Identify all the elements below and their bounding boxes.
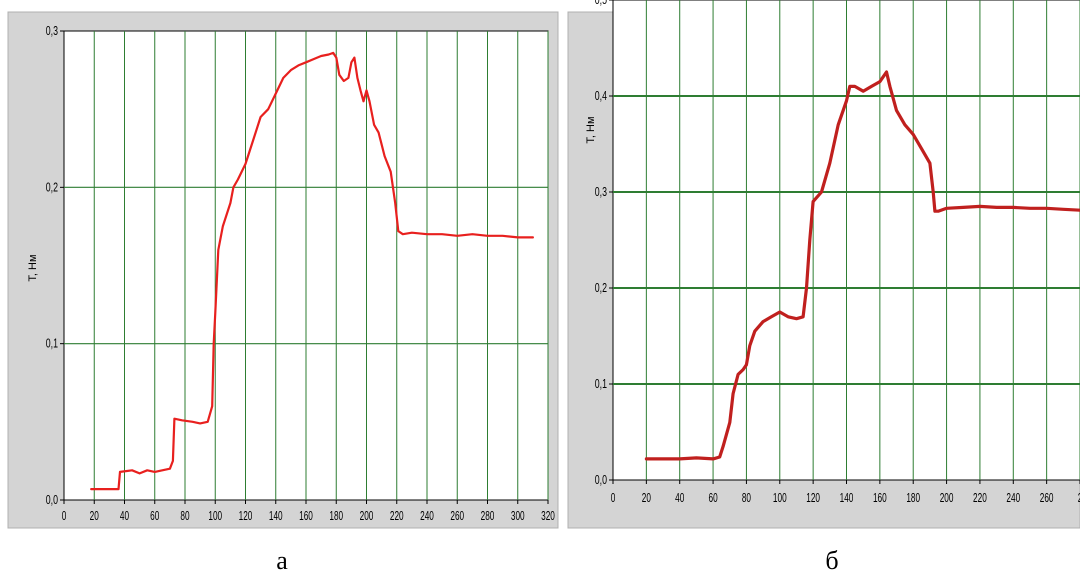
y-tick-label: 0,3 [595, 186, 607, 200]
series-line-0-0 [90, 51, 535, 491]
x-tick-label: 240 [420, 509, 434, 523]
x-tick-label: 300 [511, 509, 525, 523]
x-tick-label: 20 [90, 509, 99, 523]
x-tick-label: 220 [973, 491, 987, 505]
x-tick-label: 220 [390, 509, 404, 523]
x-tick-label: 200 [940, 491, 954, 505]
y-tick-label: 0,1 [46, 337, 58, 351]
y-tick-label: 0,5 [595, 0, 607, 7]
x-tick-label: 20 [642, 491, 651, 505]
series-line-1-0 [644, 70, 1080, 461]
x-tick-label: 120 [806, 491, 820, 505]
x-tick-label: 2 [1078, 491, 1080, 505]
x-tick-label: 280 [481, 509, 495, 523]
x-tick-label: 120 [239, 509, 253, 523]
chart-b-svg: 0 20 40 60 80 100 120 140 160 180 200 220 240 260 2 0,0… [567, 0, 1080, 529]
y-tick-label: 0,3 [46, 25, 58, 39]
x-tick-label: 0 [611, 491, 616, 505]
chart-a: 0 20 40 60 80 100 120 140 160 180 200 220 240 260 280 3… [0, 0, 560, 540]
y-tick-label: 0,4 [595, 90, 607, 104]
y-tick-label: 0,2 [595, 282, 607, 296]
x-tick-label: 100 [208, 509, 222, 523]
y-axis-label: T, Нм [27, 254, 39, 281]
x-tick-label: 260 [1040, 491, 1054, 505]
x-tick-label: 40 [120, 509, 129, 523]
x-tick-label: 80 [742, 491, 751, 505]
x-tick-label: 140 [269, 509, 283, 523]
caption-a: а [276, 546, 288, 575]
caption-b: б [825, 546, 839, 575]
x-tick-label: 80 [180, 509, 189, 523]
y-tick-label: 0,0 [46, 494, 58, 508]
x-tick-label: 320 [541, 509, 555, 523]
chart-b: 0 20 40 60 80 100 120 140 160 180 200 220 240 260 2 0,0… [566, 0, 1080, 540]
y-axis-label: T, Нм [585, 116, 597, 143]
x-tick-label: 160 [299, 509, 313, 523]
x-tick-label: 60 [150, 509, 159, 523]
x-tick-label: 240 [1006, 491, 1020, 505]
x-tick-label: 0 [62, 509, 67, 523]
x-tick-label: 60 [708, 491, 717, 505]
x-tick-label: 40 [675, 491, 684, 505]
chart-a-svg: 0 20 40 60 80 100 120 140 160 180 200 220 240 260 280 3… [7, 11, 559, 529]
x-tick-label: 140 [840, 491, 854, 505]
x-tick-label: 200 [360, 509, 374, 523]
x-tick-label: 100 [773, 491, 787, 505]
y-tick-label: 0,1 [595, 378, 607, 392]
x-tick-label: 260 [450, 509, 464, 523]
y-tick-label: 0,2 [46, 181, 58, 195]
x-tick-label: 180 [329, 509, 343, 523]
x-tick-label: 160 [873, 491, 887, 505]
x-tick-label: 180 [906, 491, 920, 505]
y-tick-label: 0,0 [595, 474, 607, 488]
